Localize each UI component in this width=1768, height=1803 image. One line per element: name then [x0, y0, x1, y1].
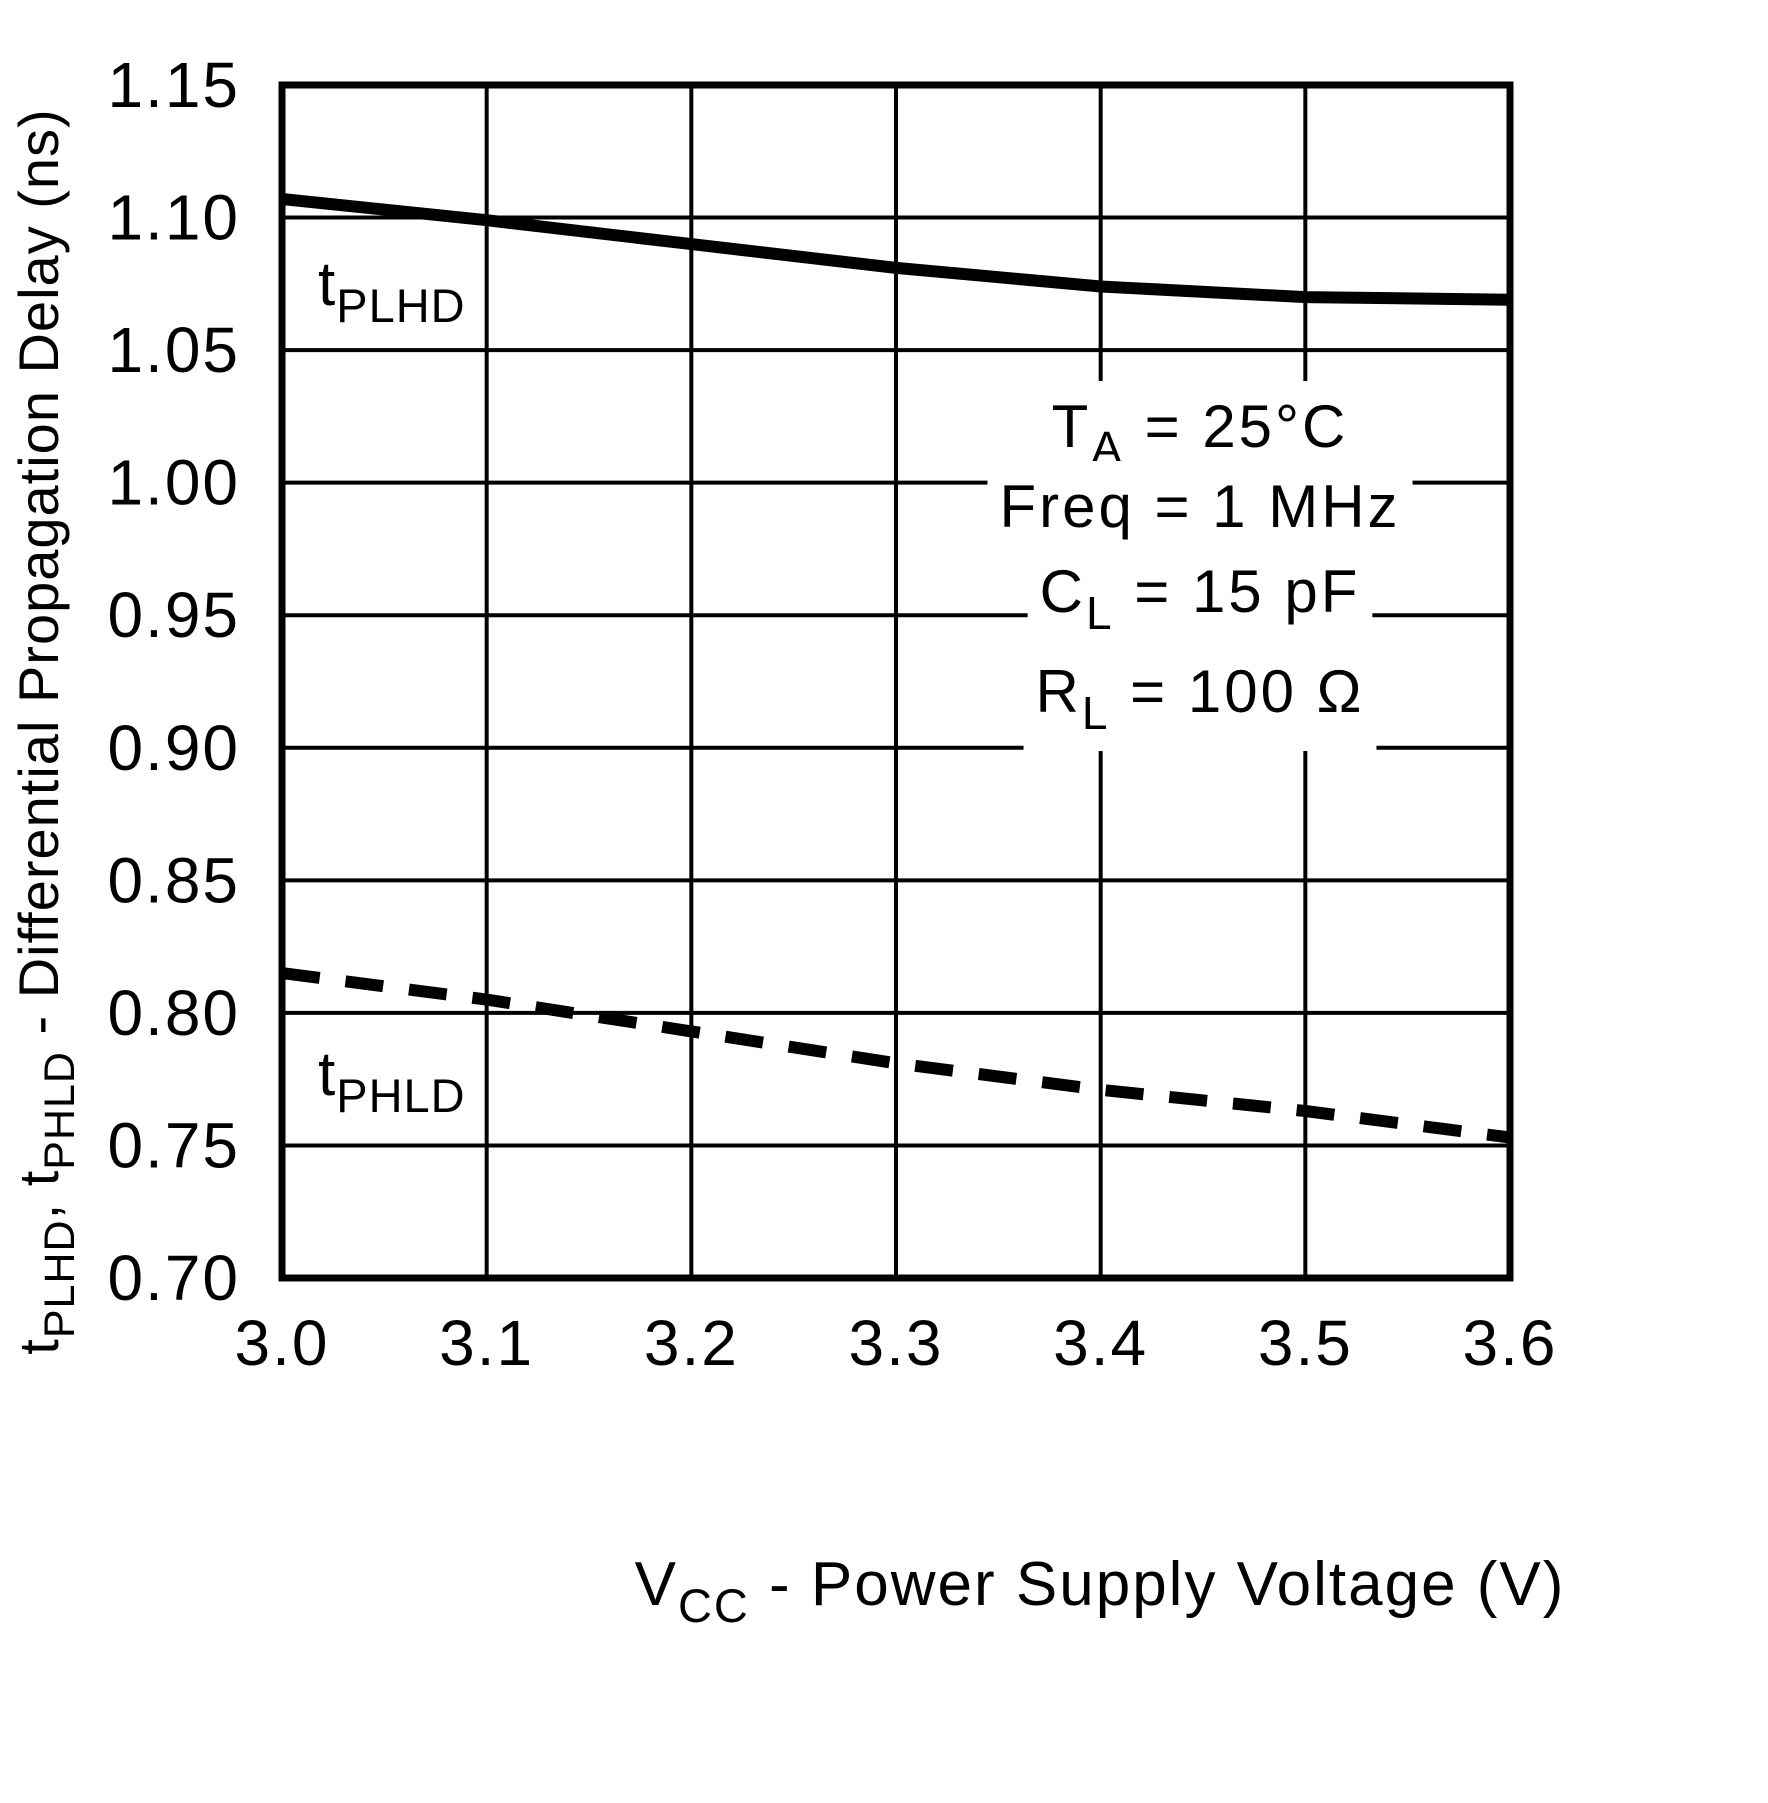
- y-axis-title: tPLHD, tPHLD - Differential Propagation …: [7, 108, 84, 1354]
- y-tick-label: 1.10: [107, 182, 240, 254]
- y-tick-label: 0.85: [107, 844, 240, 916]
- annotation-load-capacitance-bg: [1027, 546, 1373, 651]
- annotation-frequency: Freq = 1 MHz: [999, 473, 1400, 540]
- plot-frame: [278, 81, 1514, 1282]
- annotation-load-resistance: RL = 100 Ω: [1036, 658, 1365, 739]
- y-tick-label: 1.15: [107, 49, 240, 121]
- series-label-tphld-bg: [310, 1032, 474, 1130]
- y-tick-label: 0.90: [107, 712, 240, 784]
- annotation-load-capacitance: CL = 15 pF: [1040, 558, 1361, 639]
- x-tick-label: 3.6: [1463, 1307, 1558, 1379]
- x-axis-title: VCC - Power Supply Voltage (V): [635, 1550, 1566, 1632]
- y-tick-label: 0.75: [107, 1109, 240, 1181]
- y-tick-label: 1.05: [107, 314, 240, 386]
- y-tick-label: 0.80: [107, 977, 240, 1049]
- y-tick-label: 0.70: [107, 1242, 240, 1314]
- series-label-tplhd: tPLHD: [318, 250, 466, 332]
- annotation-load-resistance-bg: [1023, 646, 1377, 751]
- series-label-tphld: tPHLD: [318, 1040, 466, 1122]
- series-curve-tphld: [281, 967, 1511, 1144]
- series-curve-tplhd: [281, 193, 1511, 306]
- annotation-frequency-bg: [987, 461, 1413, 552]
- x-tick-label: 3.0: [235, 1307, 330, 1379]
- x-tick-label: 3.5: [1258, 1307, 1353, 1379]
- y-tick-label: 1.00: [107, 447, 240, 519]
- series-label-tplhd-bg: [310, 242, 474, 340]
- x-tick-label: 3.2: [644, 1307, 739, 1379]
- x-tick-label: 3.1: [439, 1307, 534, 1379]
- x-tick-label: 3.3: [849, 1307, 944, 1379]
- y-tick-label: 0.95: [107, 579, 240, 651]
- x-tick-label: 3.4: [1053, 1307, 1148, 1379]
